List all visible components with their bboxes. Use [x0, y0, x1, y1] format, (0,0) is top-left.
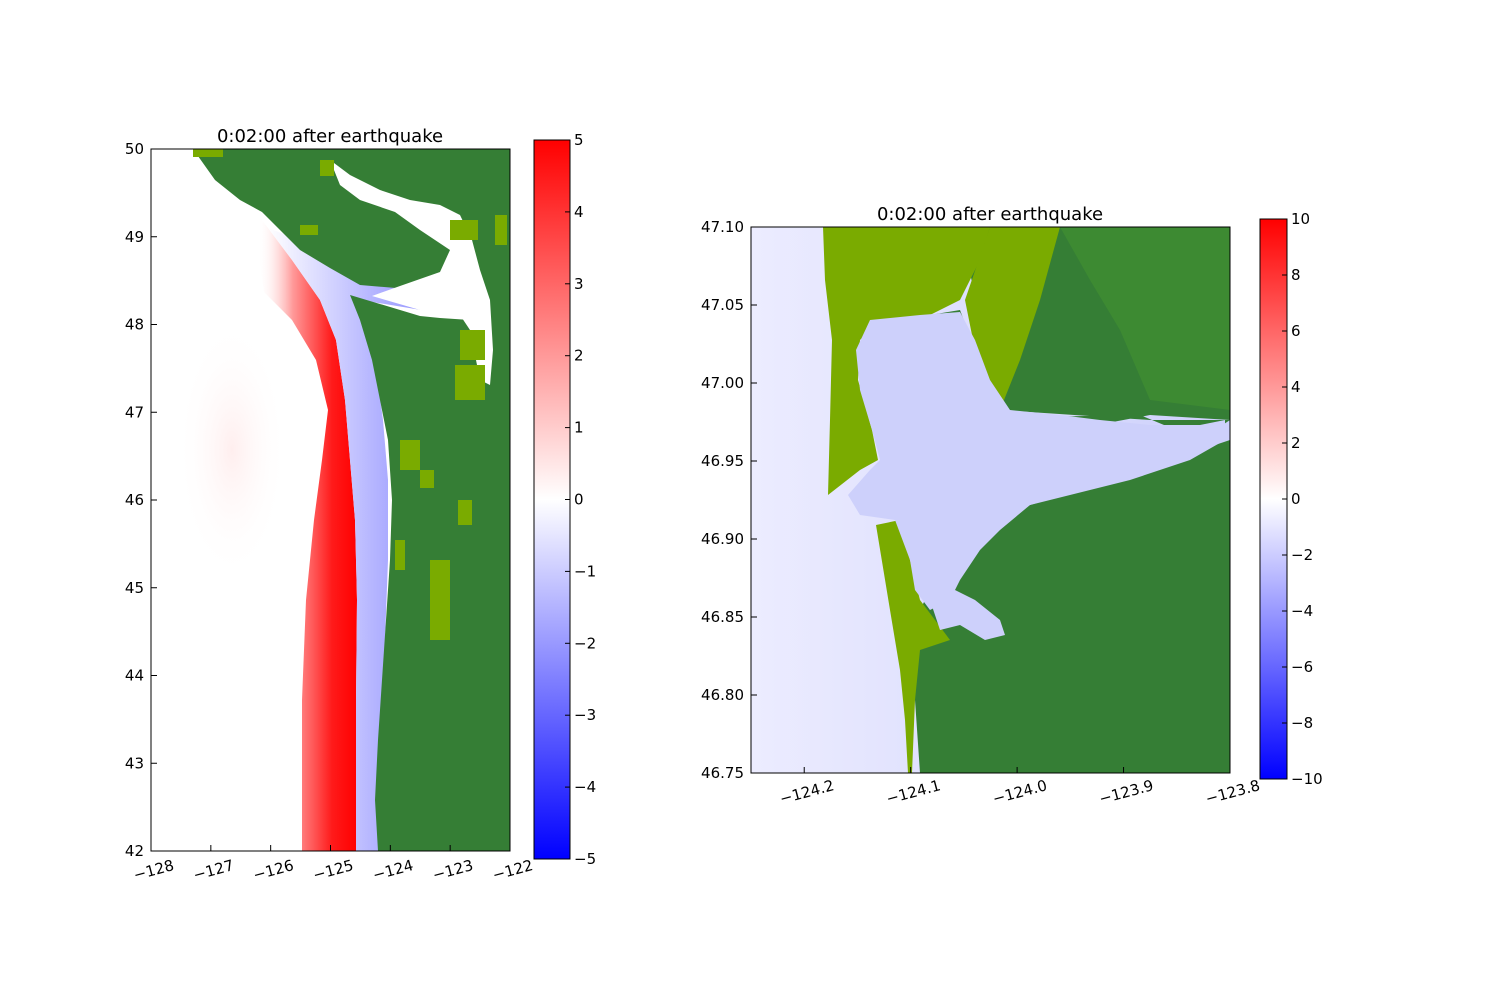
- right-y-tick-label: 47.05: [701, 296, 744, 314]
- left-colorbar-tick-label: 5: [574, 131, 584, 149]
- left-panel: 0:02:00 after earthquake: [125, 126, 596, 884]
- left-x-tick-label: −127: [191, 856, 235, 884]
- right-x-tick-label: −124.0: [991, 776, 1049, 808]
- left-positive-wave: [258, 215, 357, 851]
- right-estuary: [930, 590, 1005, 640]
- left-negative-wave: [268, 228, 470, 851]
- left-colorbar-tick-label: 1: [574, 419, 584, 437]
- left-colorbar-tick-label: −5: [574, 850, 596, 868]
- right-chart-title: 0:02:00 after earthquake: [877, 204, 1103, 225]
- left-y-tick-label: 47: [125, 403, 144, 421]
- left-y-tick-label: 44: [125, 667, 144, 685]
- right-x-tick-label: −124.1: [884, 776, 942, 808]
- right-panel: 0:02:00 after earthquake −124.2 −124.1 −12…: [701, 204, 1323, 808]
- right-colorbar-tick-label: 4: [1291, 378, 1301, 396]
- right-land-light-east: [965, 227, 1060, 410]
- right-colorbar-tick-label: 10: [1291, 210, 1310, 228]
- right-y-tick-label: 46.90: [701, 530, 744, 548]
- left-y-tick-label: 46: [125, 491, 144, 509]
- right-y-tick-label: 46.80: [701, 686, 744, 704]
- left-colorbar-tick-label: 0: [574, 491, 584, 509]
- left-y-tick-label: 49: [125, 228, 144, 246]
- left-heatmap: [151, 149, 510, 851]
- left-colorbar-tick-label: −3: [574, 706, 596, 724]
- right-x-tick-label: −123.8: [1204, 776, 1262, 808]
- left-x-tick-label: −128: [131, 856, 175, 884]
- right-colorbar-tick-label: 0: [1291, 490, 1301, 508]
- right-y-tick-label: 46.75: [701, 764, 744, 782]
- left-x-tick-label: −125: [311, 856, 355, 884]
- right-plot-frame: [750, 226, 1231, 774]
- right-y-tick-label: 46.95: [701, 452, 744, 470]
- left-colorbar-tick-label: 3: [574, 275, 584, 293]
- left-chart-title: 0:02:00 after earthquake: [217, 126, 443, 147]
- left-colorbar-gradient: [533, 139, 571, 860]
- left-x-tick-label: −122: [490, 856, 534, 884]
- left-y-tick-label: 45: [125, 579, 144, 597]
- right-y-tick-label: 47.10: [701, 218, 744, 236]
- left-colorbar-tick-label: −1: [574, 562, 596, 580]
- right-colorbar-tick-label: −10: [1291, 770, 1323, 788]
- left-y-tick-label: 43: [125, 754, 144, 772]
- right-y-axis: 46.75 46.80 46.85 46.90 46.95 47.00 47.05 47.10: [701, 218, 757, 782]
- right-x-tick-label: −123.9: [1097, 776, 1155, 808]
- left-colorbar-ticks: −5 −4 −3 −2 −1 0 1 2 3 4 5: [565, 131, 596, 868]
- right-x-tick-label: −124.2: [778, 776, 836, 808]
- left-x-tick-label: −123: [431, 856, 475, 884]
- left-land: [193, 149, 510, 851]
- right-colorbar-tick-label: 8: [1291, 266, 1301, 284]
- right-colorbar-tick-label: −8: [1291, 714, 1313, 732]
- left-colorbar-tick-label: 2: [574, 347, 584, 365]
- right-land-light-south: [876, 520, 950, 773]
- left-colorbar-tick-label: 4: [574, 203, 584, 221]
- right-colorbar-tick-label: 2: [1291, 434, 1301, 452]
- left-colorbar-tick-label: −4: [574, 778, 596, 796]
- right-colorbar: −10 −8 −6 −4 −2 0 2 4 6 8 10: [1259, 210, 1323, 788]
- left-x-tick-label: −126: [251, 856, 295, 884]
- left-y-tick-label: 42: [125, 842, 144, 860]
- left-colorbar-tick-label: −2: [574, 634, 596, 652]
- right-colorbar-tick-label: −6: [1291, 658, 1313, 676]
- left-x-tick-label: −124: [371, 856, 415, 884]
- right-colorbar-tick-label: 6: [1291, 322, 1301, 340]
- left-y-tick-label: 50: [125, 140, 144, 158]
- left-colorbar: −5 −4 −3 −2 −1 0 1 2 3 4 5: [533, 131, 596, 868]
- left-y-axis: 42 43 44 45 46 47 48 49 50: [125, 140, 157, 860]
- right-colorbar-ticks: −10 −8 −6 −4 −2 0 2 4 6 8 10: [1282, 210, 1323, 788]
- left-inland-water: [330, 160, 493, 385]
- right-land-light-north: [823, 227, 990, 495]
- left-highland-patches: [193, 149, 507, 640]
- right-highland: [1060, 227, 1230, 410]
- right-bay-water: [848, 312, 1225, 610]
- left-y-tick-label: 48: [125, 316, 144, 334]
- right-y-tick-label: 47.00: [701, 374, 744, 392]
- right-heatmap: [751, 227, 1230, 773]
- right-y-tick-label: 46.85: [701, 608, 744, 626]
- right-colorbar-tick-label: −4: [1291, 602, 1313, 620]
- left-pink-patch: [177, 320, 287, 580]
- right-colorbar-tick-label: −2: [1291, 546, 1313, 564]
